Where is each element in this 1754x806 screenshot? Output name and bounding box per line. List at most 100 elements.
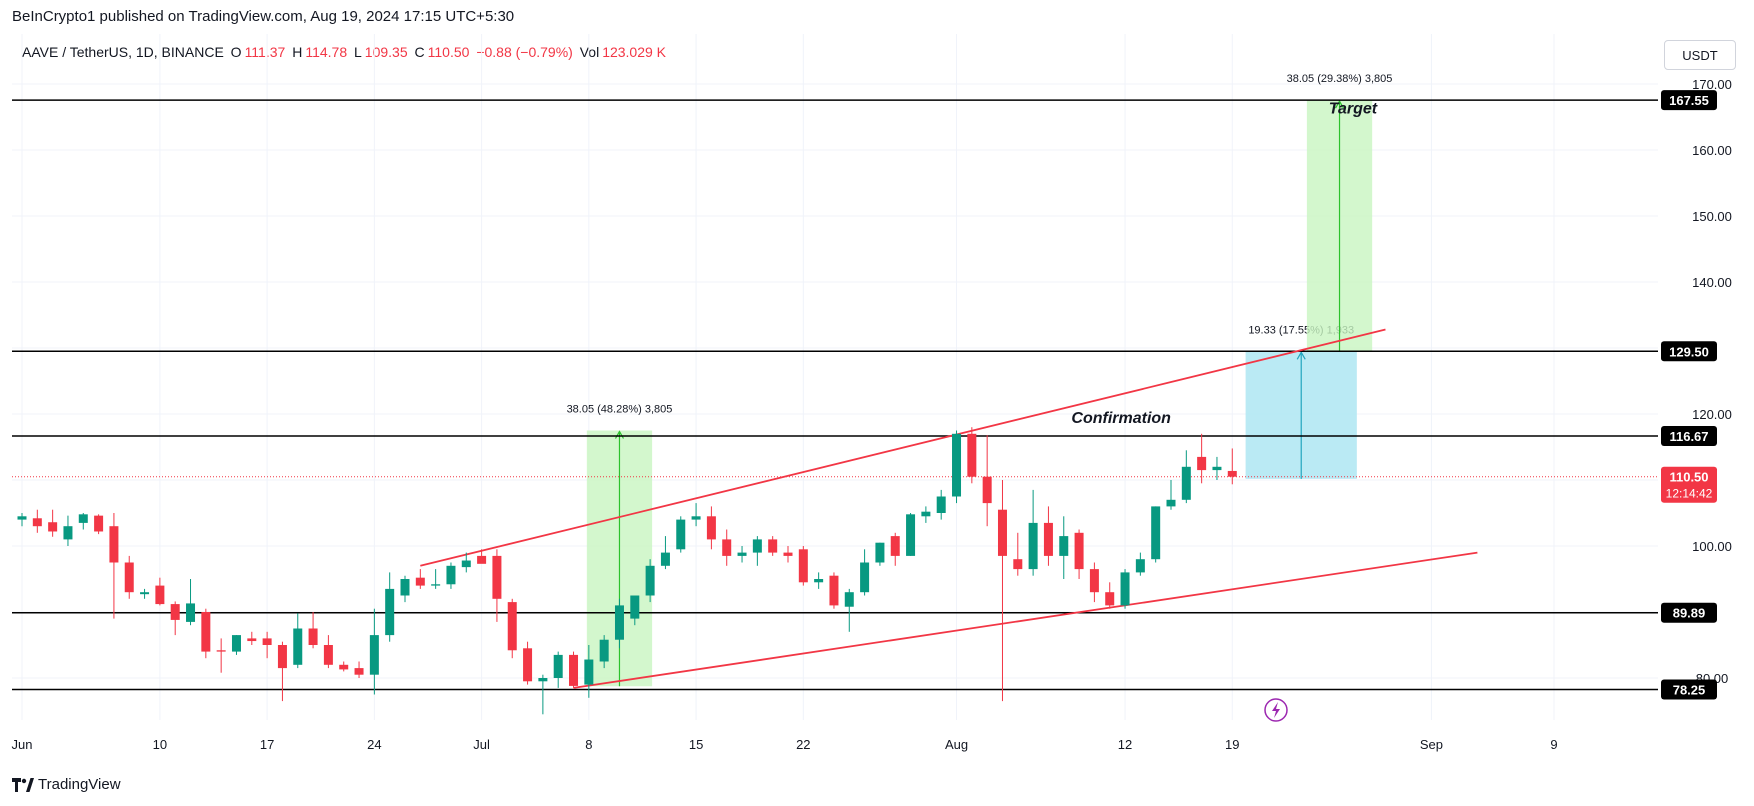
candle-body	[415, 577, 425, 586]
tradingview-logo[interactable]: TradingView	[12, 776, 121, 793]
candle-body	[308, 628, 318, 645]
candle[interactable]	[1105, 582, 1115, 609]
candle[interactable]	[706, 506, 716, 550]
candle[interactable]	[1135, 552, 1145, 576]
candle[interactable]	[936, 489, 946, 520]
candle[interactable]	[1120, 569, 1130, 609]
tradingview-brand: TradingView	[38, 776, 121, 793]
lightning-event-icon[interactable]	[1264, 698, 1288, 722]
candle[interactable]	[691, 503, 701, 527]
candle[interactable]	[982, 435, 992, 527]
candle[interactable]	[446, 562, 456, 589]
candle[interactable]	[124, 555, 134, 599]
candle-body	[32, 518, 42, 527]
candle[interactable]	[814, 572, 824, 589]
candle[interactable]	[78, 513, 88, 530]
candle[interactable]	[1181, 450, 1191, 504]
candle[interactable]	[1197, 433, 1207, 484]
candle[interactable]	[1043, 506, 1053, 566]
candle[interactable]	[277, 641, 287, 702]
level-badge-129.50[interactable]: 129.50	[1661, 341, 1717, 362]
candle[interactable]	[1013, 532, 1023, 576]
candle[interactable]	[599, 635, 609, 669]
candle[interactable]	[262, 631, 272, 659]
candle[interactable]	[308, 612, 318, 649]
time-tick-label: 15	[689, 737, 703, 752]
level-badge-116.67[interactable]: 116.67	[1661, 425, 1717, 446]
candle[interactable]	[492, 549, 502, 622]
current-price-badge[interactable]: 110.50 12:14:42	[1661, 466, 1717, 503]
candle[interactable]	[997, 480, 1007, 702]
candle[interactable]	[1151, 506, 1161, 563]
candle[interactable]	[569, 651, 579, 688]
level-badge-89.89-text: 89.89	[1673, 606, 1706, 621]
candle[interactable]	[431, 569, 441, 589]
candle[interactable]	[630, 595, 640, 626]
candle[interactable]	[400, 575, 410, 603]
level-badge-167.55[interactable]: 167.55	[1661, 90, 1717, 111]
candle[interactable]	[645, 559, 655, 603]
candle[interactable]	[140, 588, 150, 599]
candle[interactable]	[354, 661, 364, 679]
candle[interactable]	[798, 546, 808, 586]
candle[interactable]	[860, 549, 870, 596]
candle[interactable]	[461, 552, 471, 573]
candle[interactable]	[952, 430, 962, 504]
candle[interactable]	[1166, 480, 1176, 510]
candle[interactable]	[32, 509, 42, 533]
candle[interactable]	[1074, 529, 1084, 580]
candle[interactable]	[1227, 448, 1237, 485]
candle[interactable]	[967, 427, 977, 484]
candle[interactable]	[1089, 562, 1099, 603]
candle[interactable]	[1028, 489, 1038, 576]
candle[interactable]	[1212, 456, 1222, 480]
candle[interactable]	[538, 674, 548, 715]
candle-body	[584, 659, 594, 685]
candle[interactable]	[737, 546, 747, 563]
candle[interactable]	[523, 641, 533, 685]
candle[interactable]	[170, 601, 180, 636]
candle[interactable]	[1059, 516, 1069, 579]
candle[interactable]	[155, 577, 165, 606]
candle[interactable]	[584, 645, 594, 698]
candle[interactable]	[201, 608, 211, 659]
candle[interactable]	[553, 651, 563, 688]
candle[interactable]	[768, 536, 778, 556]
candle[interactable]	[906, 513, 916, 556]
candle[interactable]	[477, 549, 487, 564]
candle[interactable]	[247, 631, 257, 645]
candle[interactable]	[63, 515, 73, 546]
candle[interactable]	[385, 572, 395, 642]
candle[interactable]	[231, 635, 241, 655]
candle[interactable]	[48, 509, 58, 537]
candle[interactable]	[186, 579, 196, 626]
level-badge-89.89[interactable]: 89.89	[1661, 602, 1717, 623]
candle[interactable]	[614, 598, 624, 649]
candle[interactable]	[369, 608, 379, 695]
candle[interactable]	[783, 546, 793, 563]
candle[interactable]	[109, 513, 119, 619]
candle[interactable]	[875, 542, 885, 566]
candle[interactable]	[844, 588, 854, 632]
candle[interactable]	[676, 516, 686, 553]
candle[interactable]	[722, 529, 732, 566]
candle[interactable]	[323, 635, 333, 669]
candle[interactable]	[339, 661, 349, 672]
candle[interactable]	[752, 536, 762, 566]
candle[interactable]	[94, 514, 104, 535]
level-badge-78.25[interactable]: 78.25	[1661, 679, 1717, 700]
candle[interactable]	[660, 536, 670, 570]
candle[interactable]	[507, 598, 517, 659]
candle[interactable]	[921, 506, 931, 523]
candle[interactable]	[293, 613, 303, 669]
symbol-name[interactable]: AAVE / TetherUS, 1D, BINANCE	[22, 44, 224, 60]
candle-body	[94, 515, 104, 532]
candle[interactable]	[216, 638, 226, 673]
candle[interactable]	[17, 513, 27, 527]
candle-body	[385, 588, 395, 636]
currency-button[interactable]: USDT	[1664, 40, 1736, 70]
candle[interactable]	[415, 569, 425, 589]
candle[interactable]	[829, 572, 839, 609]
candle[interactable]	[890, 532, 900, 566]
